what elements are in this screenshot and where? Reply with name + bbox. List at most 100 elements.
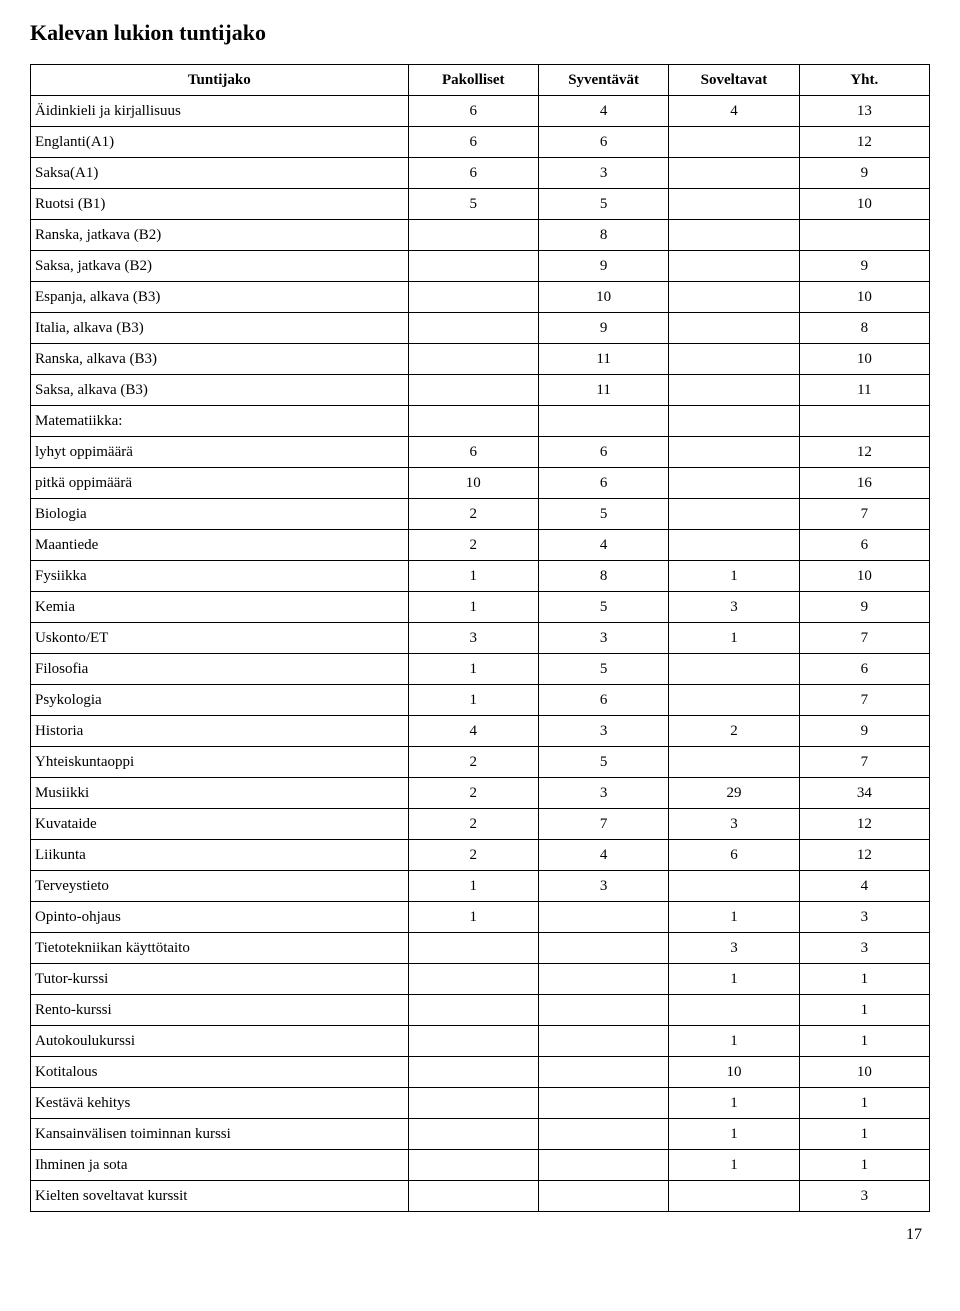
row-value: 1 xyxy=(408,561,538,592)
row-value: 10 xyxy=(408,468,538,499)
row-value xyxy=(538,995,668,1026)
row-value: 9 xyxy=(799,592,929,623)
table-row: Kielten soveltavat kurssit3 xyxy=(31,1181,930,1212)
table-body: Äidinkieli ja kirjallisuus64413Englanti(… xyxy=(31,96,930,1212)
row-value xyxy=(669,127,799,158)
row-value: 4 xyxy=(669,96,799,127)
table-row: Kuvataide27312 xyxy=(31,809,930,840)
row-value: 9 xyxy=(799,158,929,189)
row-value: 6 xyxy=(408,437,538,468)
row-value: 7 xyxy=(799,623,929,654)
table-row: Italia, alkava (B3)98 xyxy=(31,313,930,344)
row-value: 5 xyxy=(538,189,668,220)
row-label: Ihminen ja sota xyxy=(31,1150,409,1181)
row-value: 9 xyxy=(538,313,668,344)
row-value: 13 xyxy=(799,96,929,127)
row-value xyxy=(669,220,799,251)
row-label: Äidinkieli ja kirjallisuus xyxy=(31,96,409,127)
row-label: Kestävä kehitys xyxy=(31,1088,409,1119)
table-header-row: Tuntijako Pakolliset Syventävät Soveltav… xyxy=(31,65,930,96)
row-value: 9 xyxy=(538,251,668,282)
row-value: 6 xyxy=(538,685,668,716)
row-label: Kielten soveltavat kurssit xyxy=(31,1181,409,1212)
row-label: Ranska, alkava (B3) xyxy=(31,344,409,375)
row-value: 3 xyxy=(538,158,668,189)
row-label: Ruotsi (B1) xyxy=(31,189,409,220)
table-row: Filosofia156 xyxy=(31,654,930,685)
row-value: 6 xyxy=(538,127,668,158)
row-value: 1 xyxy=(669,1150,799,1181)
page-title: Kalevan lukion tuntijako xyxy=(30,20,930,46)
table-row: Biologia257 xyxy=(31,499,930,530)
row-label: Filosofia xyxy=(31,654,409,685)
table-row: Äidinkieli ja kirjallisuus64413 xyxy=(31,96,930,127)
row-value xyxy=(669,685,799,716)
row-value xyxy=(669,499,799,530)
row-value: 5 xyxy=(538,654,668,685)
header-soveltavat: Soveltavat xyxy=(669,65,799,96)
row-value: 1 xyxy=(669,561,799,592)
row-label: Espanja, alkava (B3) xyxy=(31,282,409,313)
table-row: Ihminen ja sota 11 xyxy=(31,1150,930,1181)
row-value xyxy=(799,406,929,437)
table-row: pitkä oppimäärä10616 xyxy=(31,468,930,499)
row-value: 1 xyxy=(799,1150,929,1181)
row-value: 29 xyxy=(669,778,799,809)
row-value xyxy=(799,220,929,251)
row-label: pitkä oppimäärä xyxy=(31,468,409,499)
row-value xyxy=(669,189,799,220)
row-value: 2 xyxy=(408,840,538,871)
row-value: 1 xyxy=(799,1119,929,1150)
row-value xyxy=(408,1057,538,1088)
row-value xyxy=(408,1088,538,1119)
row-value xyxy=(538,1026,668,1057)
row-value xyxy=(669,282,799,313)
header-yht: Yht. xyxy=(799,65,929,96)
row-value: 7 xyxy=(538,809,668,840)
row-value: 2 xyxy=(408,747,538,778)
row-value xyxy=(538,1150,668,1181)
table-row: Maantiede246 xyxy=(31,530,930,561)
table-row: Ranska, alkava (B3)1110 xyxy=(31,344,930,375)
table-row: Kansainvälisen toiminnan kurssi11 xyxy=(31,1119,930,1150)
row-value: 6 xyxy=(408,127,538,158)
row-value: 5 xyxy=(538,747,668,778)
row-value xyxy=(408,282,538,313)
table-row: Englanti(A1)6612 xyxy=(31,127,930,158)
row-value: 1 xyxy=(799,995,929,1026)
table-row: Saksa, jatkava (B2)99 xyxy=(31,251,930,282)
table-row: Saksa, alkava (B3)1111 xyxy=(31,375,930,406)
row-value: 4 xyxy=(799,871,929,902)
row-value xyxy=(669,251,799,282)
page-number: 17 xyxy=(30,1226,930,1244)
row-value: 11 xyxy=(799,375,929,406)
row-value xyxy=(538,933,668,964)
table-row: Kemia1539 xyxy=(31,592,930,623)
row-value: 1 xyxy=(408,654,538,685)
table-row: Musiikki232934 xyxy=(31,778,930,809)
row-value: 1 xyxy=(669,964,799,995)
row-value: 4 xyxy=(538,96,668,127)
row-value xyxy=(408,375,538,406)
row-value: 10 xyxy=(799,1057,929,1088)
row-value: 5 xyxy=(538,499,668,530)
table-row: Matematiikka: xyxy=(31,406,930,437)
row-value xyxy=(408,1026,538,1057)
row-label: Maantiede xyxy=(31,530,409,561)
table-row: lyhyt oppimäärä6612 xyxy=(31,437,930,468)
row-value xyxy=(669,437,799,468)
row-value: 3 xyxy=(669,933,799,964)
row-label: Biologia xyxy=(31,499,409,530)
row-label: Liikunta xyxy=(31,840,409,871)
row-value xyxy=(538,1119,668,1150)
row-value xyxy=(408,406,538,437)
row-value: 7 xyxy=(799,499,929,530)
row-value xyxy=(408,1181,538,1212)
row-label: Fysiikka xyxy=(31,561,409,592)
row-label: Musiikki xyxy=(31,778,409,809)
row-value: 6 xyxy=(799,530,929,561)
table-row: Opinto-ohjaus113 xyxy=(31,902,930,933)
row-value: 1 xyxy=(408,902,538,933)
row-value: 8 xyxy=(799,313,929,344)
row-value: 2 xyxy=(408,809,538,840)
